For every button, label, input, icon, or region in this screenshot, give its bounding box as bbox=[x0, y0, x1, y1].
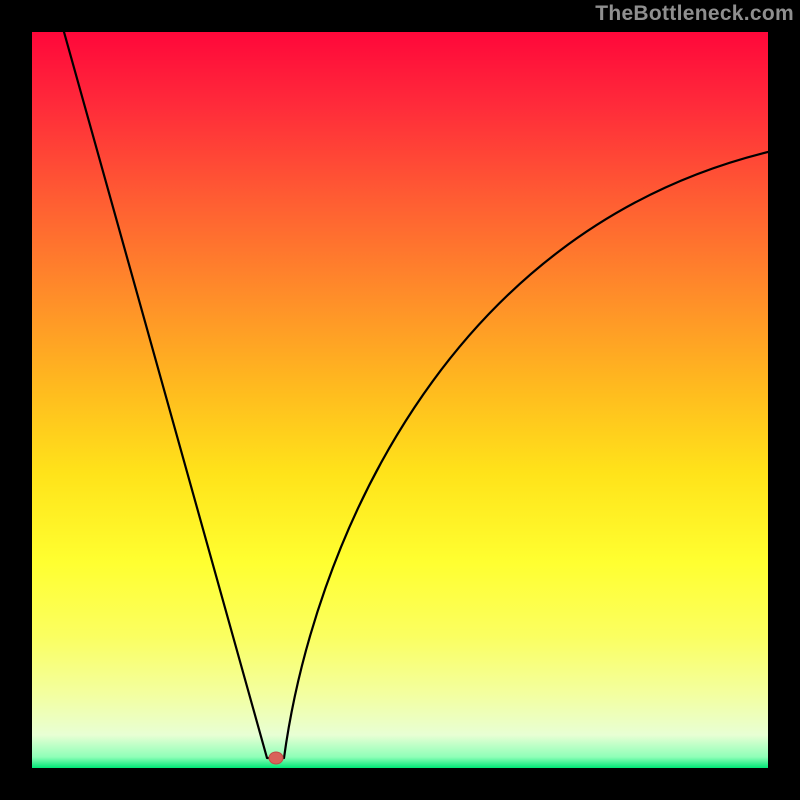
bottleneck-curve-plot bbox=[32, 32, 768, 768]
chart-frame: TheBottleneck.com bbox=[0, 0, 800, 800]
plot-background bbox=[32, 32, 768, 768]
watermark-text: TheBottleneck.com bbox=[595, 2, 794, 26]
minimum-marker bbox=[269, 752, 283, 764]
